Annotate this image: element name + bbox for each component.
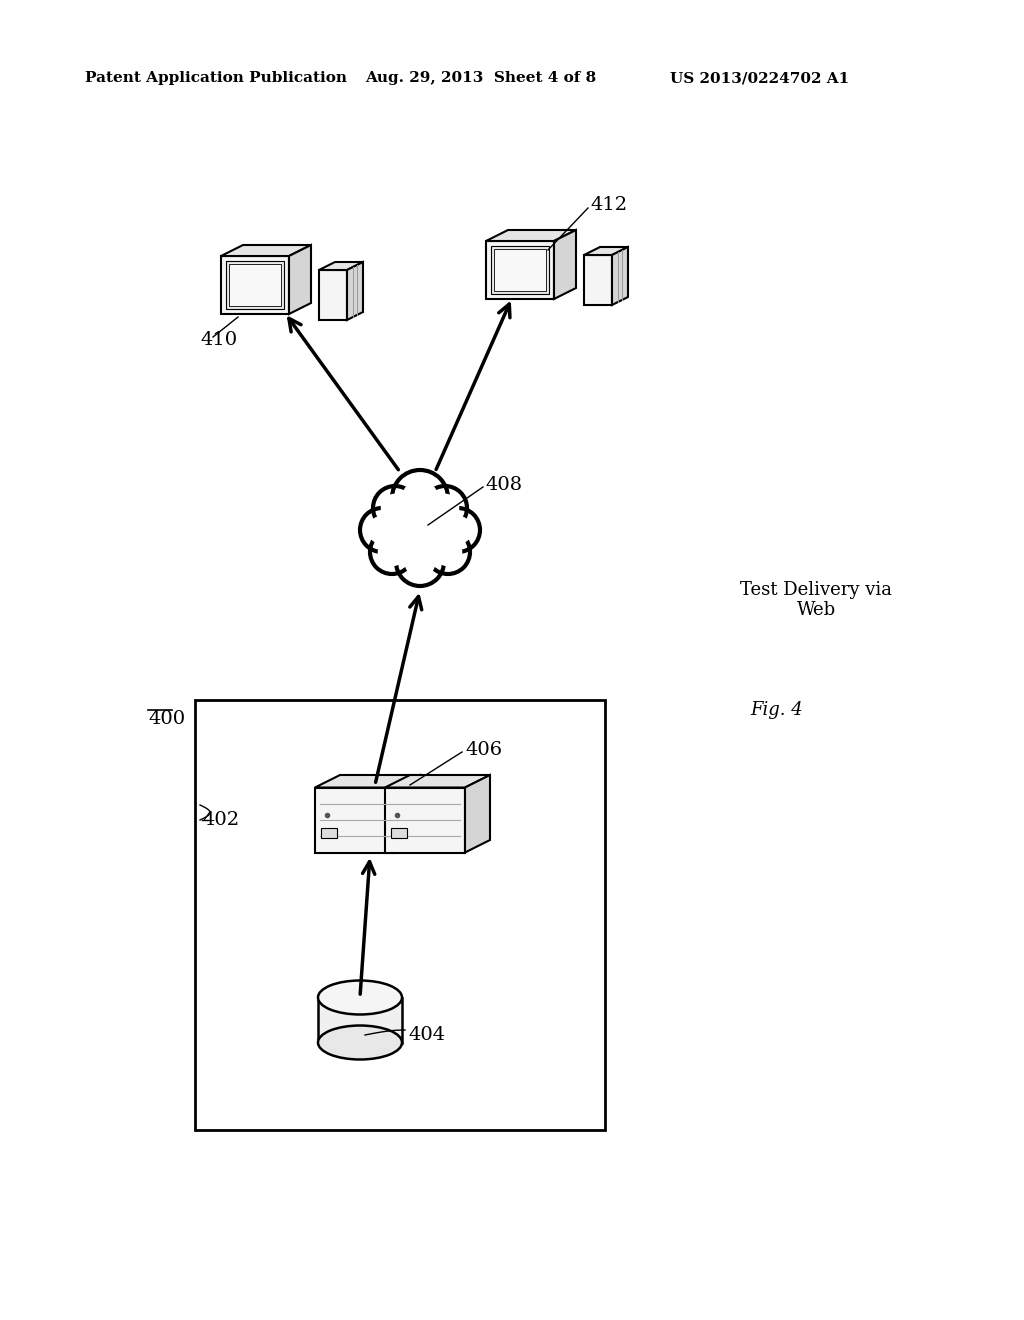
Text: 408: 408 xyxy=(485,477,522,494)
Text: 406: 406 xyxy=(465,741,502,759)
Text: Patent Application Publication: Patent Application Publication xyxy=(85,71,347,84)
Polygon shape xyxy=(612,247,628,305)
Polygon shape xyxy=(221,246,311,256)
Polygon shape xyxy=(229,264,281,306)
Circle shape xyxy=(370,531,414,574)
Circle shape xyxy=(378,537,407,566)
Circle shape xyxy=(436,508,480,552)
Text: US 2013/0224702 A1: US 2013/0224702 A1 xyxy=(670,71,849,84)
Bar xyxy=(318,998,402,1043)
Ellipse shape xyxy=(318,981,402,1015)
Ellipse shape xyxy=(318,1026,402,1060)
Polygon shape xyxy=(315,775,420,788)
Polygon shape xyxy=(289,246,311,314)
Circle shape xyxy=(368,516,396,544)
Text: Fig. 4: Fig. 4 xyxy=(750,701,803,719)
Text: 404: 404 xyxy=(408,1026,445,1044)
Circle shape xyxy=(404,546,435,578)
Bar xyxy=(195,700,605,1130)
Circle shape xyxy=(426,531,470,574)
Polygon shape xyxy=(385,775,490,788)
Text: 412: 412 xyxy=(590,195,627,214)
Text: 402: 402 xyxy=(202,810,240,829)
Circle shape xyxy=(434,537,462,566)
Polygon shape xyxy=(584,255,612,305)
Circle shape xyxy=(423,486,467,531)
Polygon shape xyxy=(584,247,628,255)
Circle shape xyxy=(431,494,460,523)
Polygon shape xyxy=(494,249,546,290)
Polygon shape xyxy=(385,788,465,853)
Polygon shape xyxy=(395,775,420,853)
Polygon shape xyxy=(321,828,337,838)
Text: Test Delivery via
Web: Test Delivery via Web xyxy=(740,581,892,619)
Text: 410: 410 xyxy=(200,331,238,348)
Circle shape xyxy=(396,539,444,586)
Polygon shape xyxy=(319,261,362,271)
Polygon shape xyxy=(391,828,407,838)
Polygon shape xyxy=(486,230,575,242)
Polygon shape xyxy=(221,256,289,314)
Circle shape xyxy=(390,500,450,560)
Polygon shape xyxy=(486,242,554,300)
Circle shape xyxy=(392,470,449,525)
Polygon shape xyxy=(226,261,284,309)
Circle shape xyxy=(401,479,438,516)
Text: 400: 400 xyxy=(148,710,185,729)
Polygon shape xyxy=(347,261,362,319)
Polygon shape xyxy=(319,271,347,319)
Circle shape xyxy=(373,486,417,531)
Polygon shape xyxy=(490,246,549,294)
Polygon shape xyxy=(465,775,490,853)
Circle shape xyxy=(390,500,450,560)
Text: Aug. 29, 2013  Sheet 4 of 8: Aug. 29, 2013 Sheet 4 of 8 xyxy=(365,71,596,84)
Polygon shape xyxy=(554,230,575,300)
Circle shape xyxy=(381,494,410,523)
Polygon shape xyxy=(315,788,395,853)
Circle shape xyxy=(360,508,404,552)
Circle shape xyxy=(443,516,472,544)
